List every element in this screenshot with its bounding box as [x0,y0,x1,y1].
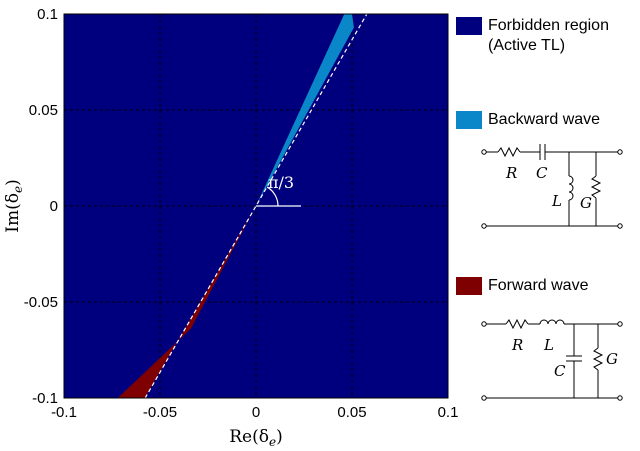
circuit-label-L: L [543,336,554,354]
angle-arc [266,186,279,207]
forward-swatch [456,277,482,295]
x-axis-label: Re(δe) [229,427,282,449]
x-tick-label: 0.1 [438,404,459,421]
y-tick-label: -0.05 [24,294,58,311]
y-tick-label: 0.1 [37,6,58,23]
x-tick-labels: -0.1 -0.05 0 0.05 0.1 [51,404,458,421]
y-tick-label: 0 [50,198,58,215]
backward-swatch [456,111,482,129]
circuit-label-L: L [551,192,562,210]
legend-forbidden-sublabel: (Active TL) [488,37,566,54]
y-axis-label: Im(δe) [3,179,25,232]
dashed-reference-line [144,13,368,399]
forbidden-swatch [456,17,482,35]
circuit-label-C: C [536,164,548,182]
plot-frame [63,13,449,399]
circuit-label-G: G [580,194,592,212]
backward-wave-circuit: R C L G [481,144,623,229]
x-tick-label: -0.05 [143,404,177,421]
y-tick-label: 0.05 [29,102,58,119]
legend-forward-label: Forward wave [488,277,589,294]
circuit-label-G: G [606,350,618,368]
forward-wave-circuit: R L C G [481,318,623,401]
legend-forbidden-label: Forbidden region [488,17,609,34]
x-tick-label: 0.05 [337,404,366,421]
y-tick-label: -0.1 [32,390,58,407]
backward-wave-region [256,14,354,206]
circuit-label-R: R [505,164,517,182]
legend-forward: Forward wave [456,276,640,296]
x-tick-label: 0 [252,404,260,421]
y-tick-labels: 0.1 0.05 0 -0.05 -0.1 [24,6,58,407]
legend-forbidden: Forbidden region (Active TL) [456,16,640,56]
angle-label: π/3 [268,173,294,192]
circuit-label-R: R [511,336,523,354]
legend-backward-label: Backward wave [488,111,601,128]
circuit-label-C: C [554,362,566,380]
legend-backward: Backward wave [456,110,640,130]
x-tick-label: -0.1 [51,404,77,421]
